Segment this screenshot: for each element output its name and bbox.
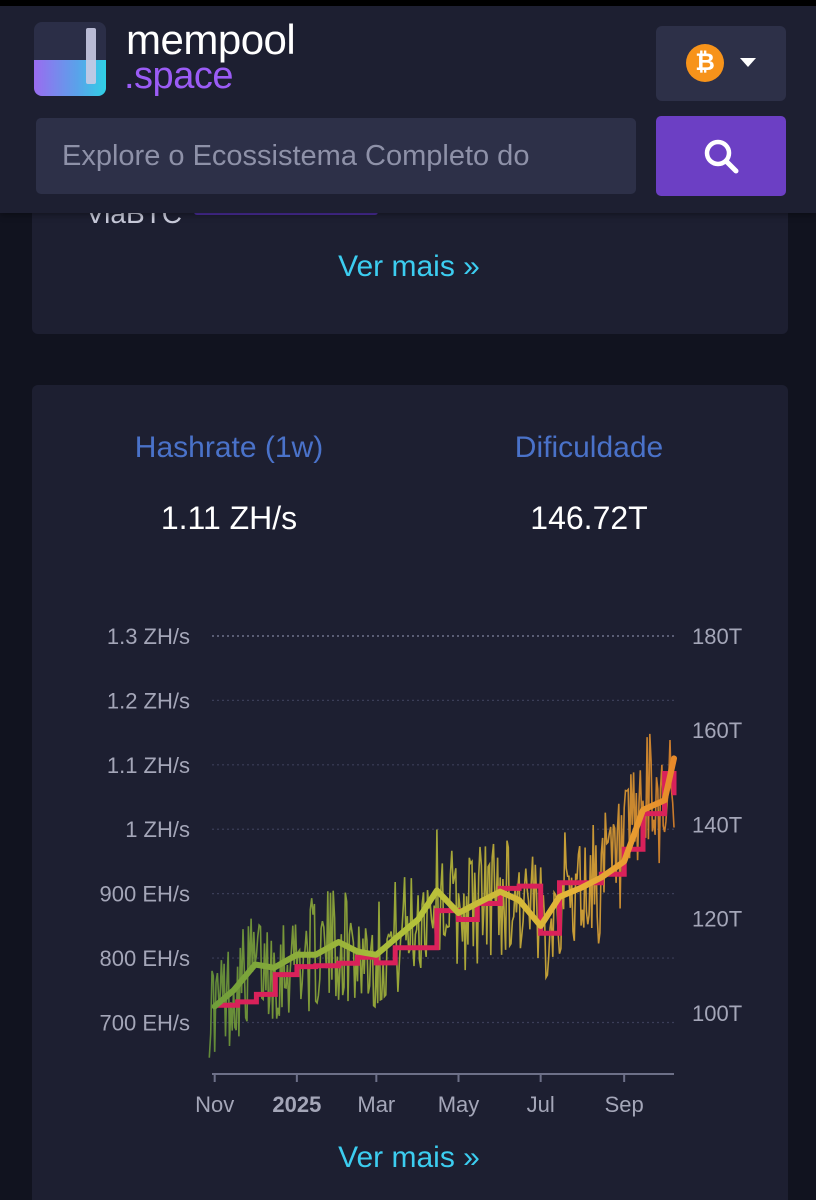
y-left-tick-label: 1.1 ZH/s: [107, 753, 190, 778]
logo-suffix[interactable]: .space: [124, 55, 233, 97]
y-left-tick-label: 1.3 ZH/s: [107, 624, 190, 649]
y-right-tick-label: 140T: [692, 812, 742, 837]
x-tick-label: Mar: [357, 1092, 395, 1117]
network-selector-button[interactable]: ₿: [656, 26, 786, 101]
top-navigation-bar: mempool .space ₿: [0, 0, 816, 213]
hashrate-value: 1.11 ZH/s: [160, 500, 298, 536]
y-left-tick-label: 1 ZH/s: [125, 817, 190, 842]
y-right-tick-label: 120T: [692, 907, 742, 932]
logo-word[interactable]: mempool: [126, 16, 296, 63]
y-right-tick-label: 180T: [692, 624, 742, 649]
y-left-tick-label: 800 EH/s: [100, 946, 191, 971]
hashrate-label: Hashrate (1w): [134, 431, 324, 464]
caret-down-icon: [740, 58, 756, 67]
x-tick-label: 2025: [272, 1092, 321, 1117]
bitcoin-icon: ₿: [686, 44, 724, 82]
status-strip: [0, 0, 816, 6]
y-right-tick-label: 100T: [692, 1001, 742, 1026]
x-tick-label: Nov: [195, 1092, 234, 1117]
mining-pools-more-link[interactable]: Ver mais »: [338, 250, 480, 283]
x-tick-label: May: [438, 1092, 480, 1117]
y-left-tick-label: 900 EH/s: [100, 882, 191, 907]
search-input[interactable]: [36, 118, 636, 194]
mempool-logo-icon[interactable]: [34, 22, 106, 96]
search-button[interactable]: [656, 116, 786, 196]
x-tick-label: Jul: [527, 1092, 555, 1117]
hashrate-1w-line: [211, 755, 677, 1010]
y-left-tick-label: 1.2 ZH/s: [107, 688, 190, 713]
difficulty-value: 146.72T: [530, 500, 648, 536]
hashrate-more-link[interactable]: Ver mais »: [338, 1141, 480, 1174]
y-left-tick-label: 700 EH/s: [100, 1010, 191, 1035]
search-icon: [704, 139, 739, 174]
x-tick-label: Sep: [605, 1092, 644, 1117]
y-right-tick-label: 160T: [692, 718, 742, 743]
difficulty-label: Dificuldade: [514, 431, 664, 464]
